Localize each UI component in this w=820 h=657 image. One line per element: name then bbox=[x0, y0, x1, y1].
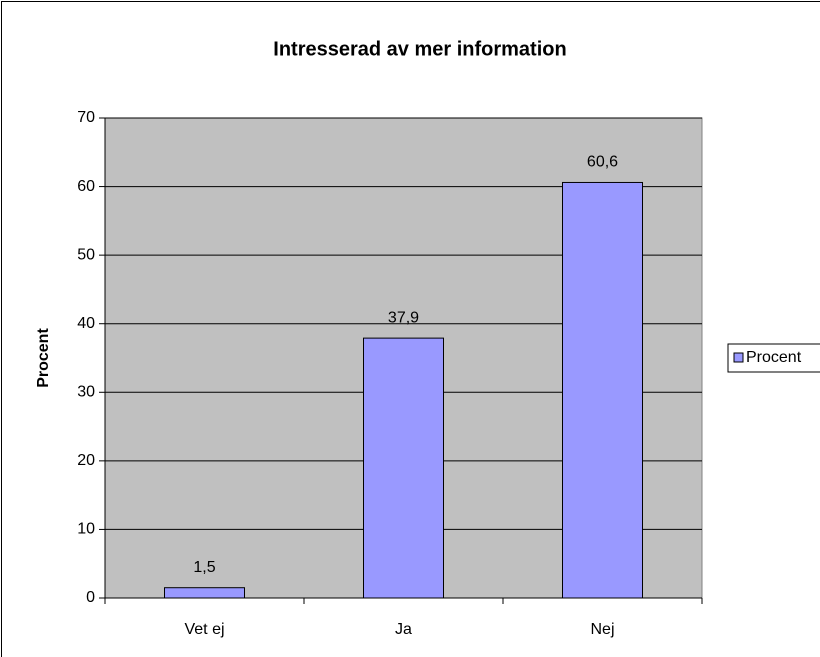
y-tick-label: 30 bbox=[77, 384, 95, 401]
x-tick-label: Vet ej bbox=[184, 621, 224, 638]
y-tick-label: 20 bbox=[77, 452, 95, 469]
bar bbox=[363, 337, 444, 599]
x-tick-label: Ja bbox=[395, 621, 412, 638]
x-tick-label: Nej bbox=[590, 621, 614, 638]
legend-swatch bbox=[733, 352, 744, 363]
y-tick-label: 70 bbox=[77, 109, 95, 126]
y-tick-label: 50 bbox=[77, 246, 95, 263]
y-tick-label: 0 bbox=[86, 589, 95, 606]
y-tick-label: 60 bbox=[77, 178, 95, 195]
data-label: 1,5 bbox=[193, 559, 215, 576]
y-tick-label: 40 bbox=[77, 315, 95, 332]
y-axis-label: Procent bbox=[35, 328, 52, 388]
data-label: 60,6 bbox=[587, 154, 618, 171]
chart-title: Intresserad av mer information bbox=[273, 38, 566, 60]
legend-label: Procent bbox=[746, 349, 802, 366]
y-tick-label: 10 bbox=[77, 521, 95, 538]
data-label: 37,9 bbox=[388, 309, 419, 326]
bar bbox=[562, 181, 643, 599]
bar bbox=[164, 587, 245, 599]
